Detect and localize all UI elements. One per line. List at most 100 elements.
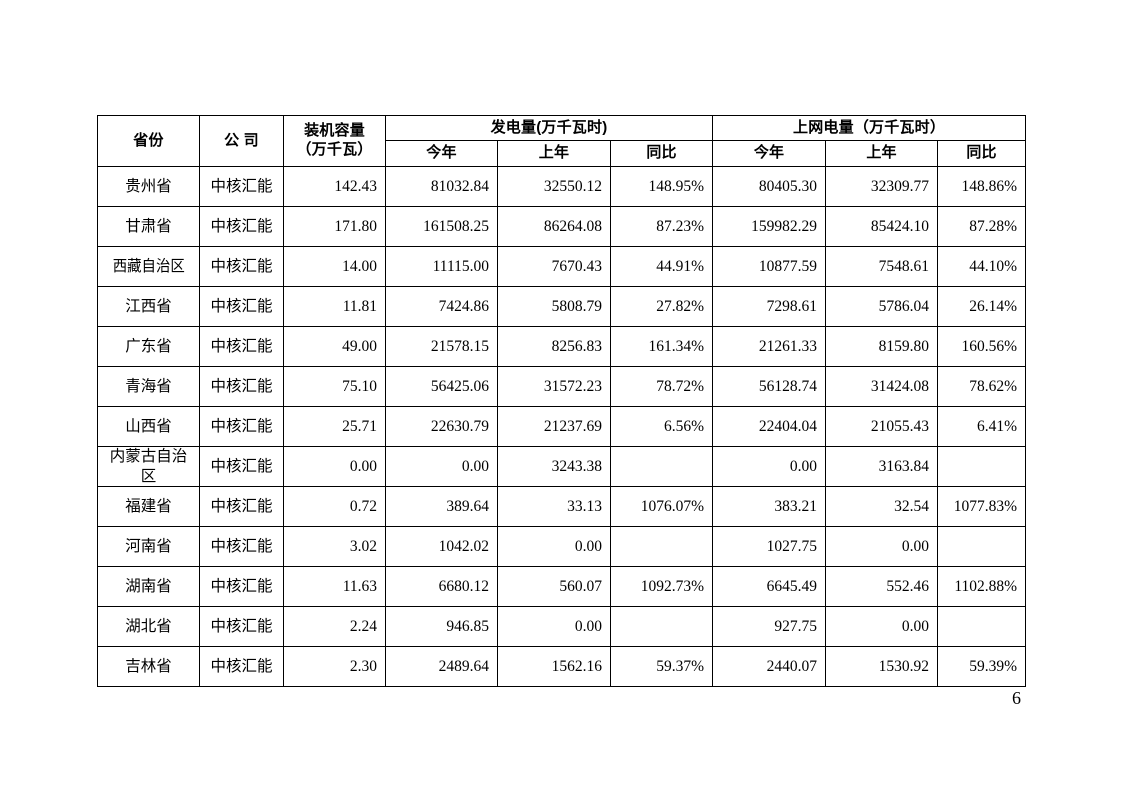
cell-generation-last-year: 21237.69 bbox=[497, 406, 611, 447]
cell-grid-yoy: 148.86% bbox=[937, 166, 1027, 207]
cell-grid-yoy bbox=[937, 446, 1027, 487]
cell-capacity: 0.00 bbox=[283, 446, 386, 487]
cell-grid-yoy: 1102.88% bbox=[937, 566, 1027, 607]
table-row: 湖南省 中核汇能 11.63 6680.12 560.07 1092.73% 6645.49… bbox=[97, 566, 1027, 607]
cell-company: 中核汇能 bbox=[199, 326, 284, 367]
cell-grid-yoy: 160.56% bbox=[937, 326, 1027, 367]
cell-grid-yoy: 87.28% bbox=[937, 206, 1027, 247]
column-header-grid-yoy: 同比 bbox=[937, 140, 1027, 167]
cell-generation-yoy: 78.72% bbox=[609, 366, 714, 407]
cell-grid-this-year: 22404.04 bbox=[712, 406, 827, 447]
power-statistics-table: 省份 公 司 装机容量 （万千瓦） 发电量(万千瓦时) 上网电量（万千瓦时） 今… bbox=[97, 115, 1027, 687]
cell-capacity: 11.63 bbox=[283, 566, 386, 607]
header-row-top: 省份 公 司 装机容量 （万千瓦） 发电量(万千瓦时) 上网电量（万千瓦时） bbox=[97, 115, 1027, 167]
column-header-company: 公 司 bbox=[199, 115, 284, 167]
column-group-header-generation: 发电量(万千瓦时) bbox=[384, 115, 714, 141]
cell-generation-last-year: 31572.23 bbox=[497, 366, 611, 407]
cell-generation-last-year: 1562.16 bbox=[497, 646, 611, 687]
cell-generation-this-year: 11115.00 bbox=[385, 246, 498, 287]
cell-company: 中核汇能 bbox=[199, 646, 284, 687]
cell-capacity: 171.80 bbox=[283, 206, 386, 247]
cell-grid-this-year: 2440.07 bbox=[712, 646, 827, 687]
cell-company: 中核汇能 bbox=[199, 286, 284, 327]
cell-company: 中核汇能 bbox=[199, 206, 284, 247]
cell-grid-yoy: 1077.83% bbox=[937, 486, 1027, 527]
column-header-capacity: 装机容量 （万千瓦） bbox=[283, 115, 386, 167]
cell-grid-this-year: 383.21 bbox=[712, 486, 827, 527]
cell-province: 内蒙古自治区 bbox=[97, 446, 200, 487]
cell-generation-yoy bbox=[609, 606, 714, 647]
cell-company: 中核汇能 bbox=[199, 526, 284, 567]
cell-generation-yoy: 6.56% bbox=[609, 406, 714, 447]
cell-grid-last-year: 32.54 bbox=[825, 486, 939, 527]
table-row: 河南省 中核汇能 3.02 1042.02 0.00 1027.75 0.00 bbox=[97, 526, 1027, 567]
cell-grid-last-year: 5786.04 bbox=[825, 286, 939, 327]
cell-generation-last-year: 7670.43 bbox=[497, 246, 611, 287]
cell-province: 湖北省 bbox=[97, 606, 200, 647]
cell-company: 中核汇能 bbox=[199, 246, 284, 287]
cell-capacity: 25.71 bbox=[283, 406, 386, 447]
cell-grid-yoy: 44.10% bbox=[937, 246, 1027, 287]
cell-generation-this-year: 2489.64 bbox=[385, 646, 498, 687]
cell-grid-yoy bbox=[937, 606, 1027, 647]
cell-company: 中核汇能 bbox=[199, 566, 284, 607]
cell-grid-last-year: 31424.08 bbox=[825, 366, 939, 407]
cell-province: 吉林省 bbox=[97, 646, 200, 687]
table-row: 内蒙古自治区 中核汇能 0.00 0.00 3243.38 0.00 3163.84 bbox=[97, 446, 1027, 487]
cell-company: 中核汇能 bbox=[199, 606, 284, 647]
table-header: 省份 公 司 装机容量 （万千瓦） 发电量(万千瓦时) 上网电量（万千瓦时） 今… bbox=[97, 115, 1027, 167]
cell-grid-last-year: 0.00 bbox=[825, 526, 939, 567]
column-header-generation-yoy: 同比 bbox=[609, 140, 714, 167]
cell-grid-last-year: 85424.10 bbox=[825, 206, 939, 247]
cell-grid-this-year: 56128.74 bbox=[712, 366, 827, 407]
cell-generation-this-year: 7424.86 bbox=[385, 286, 498, 327]
header-row-bottom: 今年 上年 同比 今年 上年 同比 bbox=[98, 140, 1027, 167]
cell-generation-yoy: 27.82% bbox=[609, 286, 714, 327]
cell-province: 青海省 bbox=[97, 366, 200, 407]
cell-grid-last-year: 0.00 bbox=[825, 606, 939, 647]
cell-grid-this-year: 80405.30 bbox=[712, 166, 827, 207]
cell-generation-yoy: 1092.73% bbox=[609, 566, 714, 607]
column-group-header-grid: 上网电量（万千瓦时） bbox=[712, 115, 1027, 141]
cell-province: 山西省 bbox=[97, 406, 200, 447]
cell-grid-yoy: 26.14% bbox=[937, 286, 1027, 327]
cell-grid-last-year: 1530.92 bbox=[825, 646, 939, 687]
cell-grid-yoy: 59.39% bbox=[937, 646, 1027, 687]
cell-capacity: 142.43 bbox=[283, 166, 386, 207]
table-row: 贵州省 中核汇能 142.43 81032.84 32550.12 148.95% 8040… bbox=[97, 166, 1027, 207]
table-row: 青海省 中核汇能 75.10 56425.06 31572.23 78.72% 56128.… bbox=[97, 366, 1027, 407]
cell-generation-this-year: 389.64 bbox=[385, 486, 498, 527]
cell-grid-last-year: 3163.84 bbox=[825, 446, 939, 487]
cell-grid-last-year: 7548.61 bbox=[825, 246, 939, 287]
cell-generation-yoy: 87.23% bbox=[609, 206, 714, 247]
cell-company: 中核汇能 bbox=[199, 446, 284, 487]
cell-generation-this-year: 81032.84 bbox=[385, 166, 498, 207]
table-row: 江西省 中核汇能 11.81 7424.86 5808.79 27.82% 7298.61 5… bbox=[97, 286, 1027, 327]
cell-generation-this-year: 56425.06 bbox=[385, 366, 498, 407]
cell-grid-this-year: 7298.61 bbox=[712, 286, 827, 327]
cell-generation-last-year: 8256.83 bbox=[497, 326, 611, 367]
cell-grid-last-year: 8159.80 bbox=[825, 326, 939, 367]
cell-generation-last-year: 32550.12 bbox=[497, 166, 611, 207]
cell-capacity: 49.00 bbox=[283, 326, 386, 367]
cell-capacity: 3.02 bbox=[283, 526, 386, 567]
cell-province: 湖南省 bbox=[97, 566, 200, 607]
cell-province: 甘肃省 bbox=[97, 206, 200, 247]
cell-capacity: 75.10 bbox=[283, 366, 386, 407]
cell-generation-last-year: 3243.38 bbox=[497, 446, 611, 487]
cell-generation-this-year: 0.00 bbox=[385, 446, 498, 487]
table-row: 山西省 中核汇能 25.71 22630.79 21237.69 6.56% 22404.0… bbox=[97, 406, 1027, 447]
cell-capacity: 0.72 bbox=[283, 486, 386, 527]
table-row: 广东省 中核汇能 49.00 21578.15 8256.83 161.34% 21261.… bbox=[97, 326, 1027, 367]
cell-grid-last-year: 32309.77 bbox=[825, 166, 939, 207]
cell-generation-yoy: 161.34% bbox=[609, 326, 714, 367]
cell-capacity: 2.24 bbox=[283, 606, 386, 647]
cell-capacity: 14.00 bbox=[283, 246, 386, 287]
cell-province: 江西省 bbox=[97, 286, 200, 327]
table-body: 贵州省 中核汇能 142.43 81032.84 32550.12 148.95% 8040… bbox=[97, 166, 1027, 687]
cell-province: 西藏自治区 bbox=[97, 246, 200, 287]
column-header-grid-last-year: 上年 bbox=[825, 140, 939, 167]
table-row: 西藏自治区 中核汇能 14.00 11115.00 7670.43 44.91% 10877… bbox=[97, 246, 1027, 287]
cell-company: 中核汇能 bbox=[199, 486, 284, 527]
